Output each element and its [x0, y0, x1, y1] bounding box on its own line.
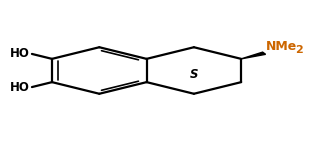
- Text: NMe: NMe: [266, 39, 297, 52]
- Polygon shape: [241, 52, 265, 59]
- Text: HO: HO: [10, 47, 30, 60]
- Text: S: S: [190, 68, 198, 81]
- Text: HO: HO: [10, 81, 30, 94]
- Text: 2: 2: [295, 45, 303, 55]
